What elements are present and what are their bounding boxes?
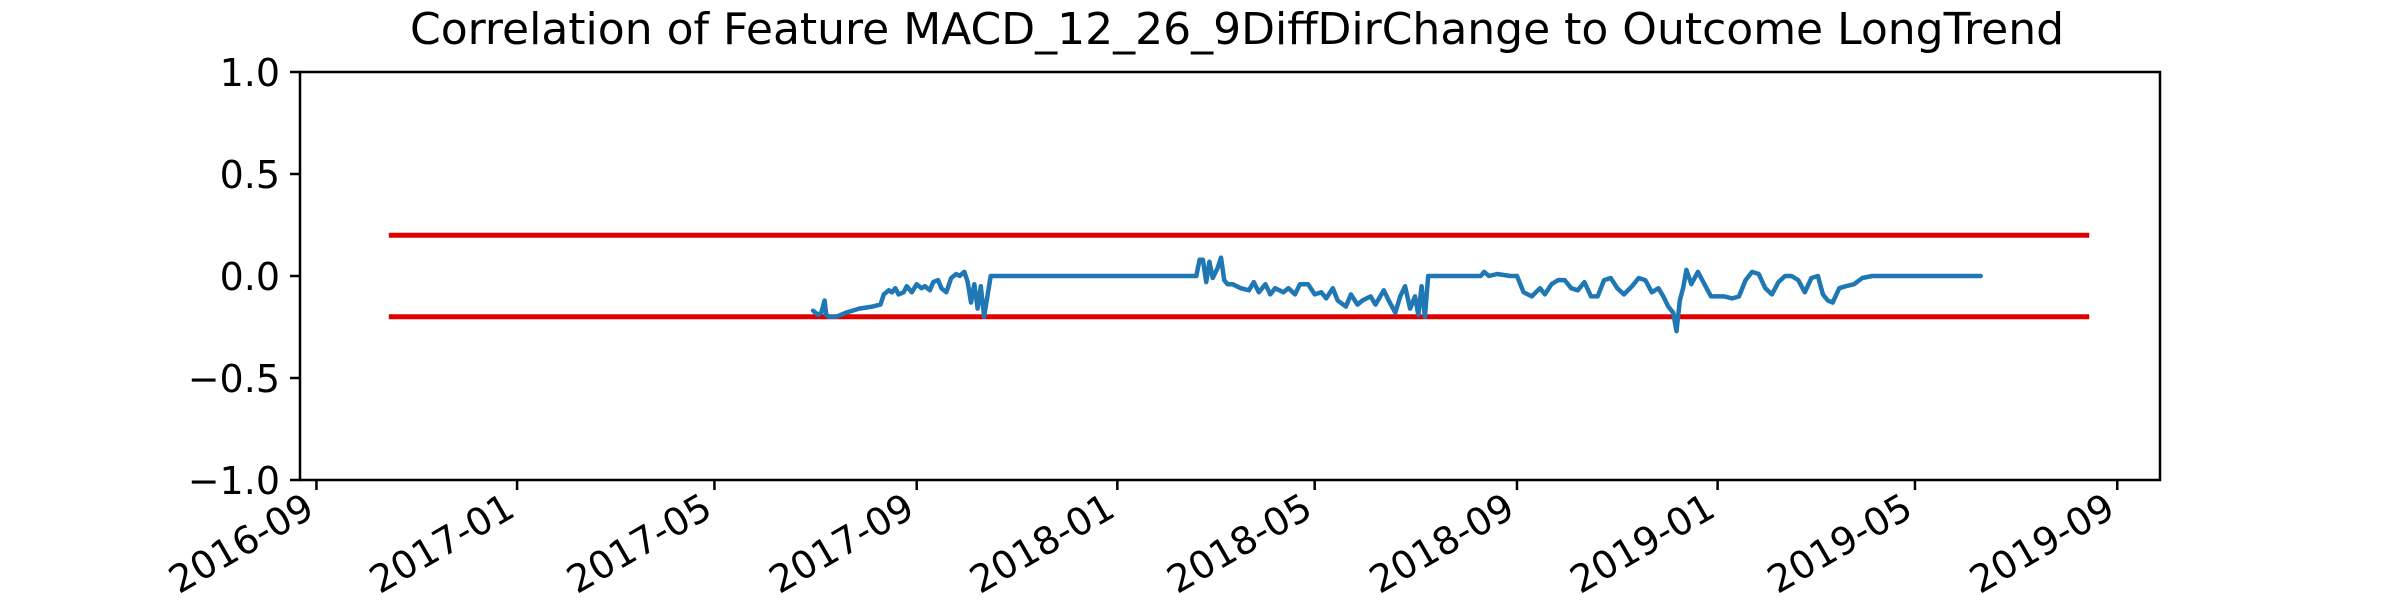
series-layer bbox=[810, 255, 1983, 334]
series-line bbox=[810, 255, 1983, 334]
x-tick-label: 2019-05 bbox=[1760, 485, 1920, 600]
x-tick-label: 2018-09 bbox=[1362, 485, 1522, 600]
chart-title: Correlation of Feature MACD_12_26_9DiffD… bbox=[410, 4, 2064, 55]
x-tick-label: 2017-01 bbox=[362, 485, 522, 600]
x-tick-label: 2017-09 bbox=[762, 485, 922, 600]
y-axis: 1.0 0.5 0.0 −0.5 −1.0 bbox=[188, 51, 300, 503]
y-tick-label: 0.5 bbox=[220, 153, 280, 197]
x-tick-label: 2018-01 bbox=[962, 485, 1122, 600]
x-tick-label: 2019-09 bbox=[1962, 485, 2122, 600]
y-tick-label: 1.0 bbox=[220, 51, 280, 95]
x-tick-label: 2017-05 bbox=[559, 485, 719, 600]
y-tick-label: 0.0 bbox=[220, 255, 280, 299]
y-tick-label: −0.5 bbox=[188, 357, 280, 401]
x-axis: 2016-09 2017-01 2017-05 2017-09 2018-01 2018-… bbox=[161, 480, 2122, 600]
threshold-lines bbox=[388, 232, 2090, 320]
plot-frame bbox=[298, 70, 2162, 482]
y-tick-label: −1.0 bbox=[188, 459, 280, 503]
x-tick-label: 2018-05 bbox=[1160, 485, 1320, 600]
x-tick-label: 2019-01 bbox=[1563, 485, 1723, 600]
